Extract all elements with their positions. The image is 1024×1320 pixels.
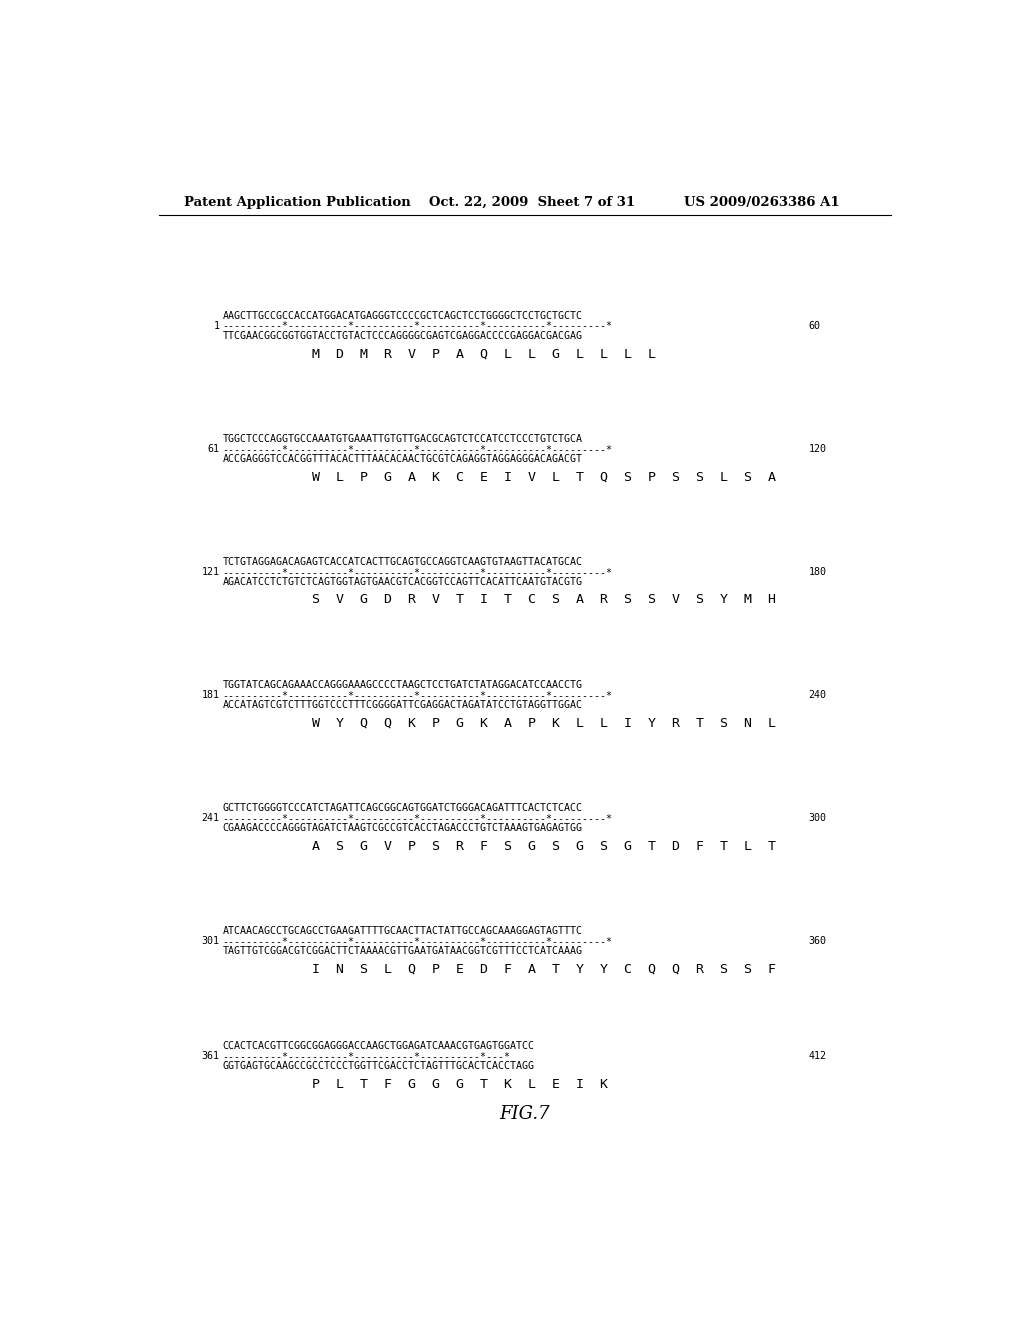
Text: ----------*----------*----------*----------*----------*---------*: ----------*----------*----------*-------… (222, 936, 612, 946)
Text: CCACTCACGTTCGGCGGAGGGACCAAGCTGGAGATCAAACGTGAGTGGATCC: CCACTCACGTTCGGCGGAGGGACCAAGCTGGAGATCAAAC… (222, 1041, 535, 1051)
Text: 1: 1 (213, 321, 219, 330)
Text: GGTGAGTGCAAGCCGCCTCCCTGGTTCGACCTCTAGTTTGCACTCACCTAGG: GGTGAGTGCAAGCCGCCTCCCTGGTTCGACCTCTAGTTTG… (222, 1061, 535, 1072)
Text: ----------*----------*----------*----------*----------*---------*: ----------*----------*----------*-------… (222, 568, 612, 577)
Text: TGGTATCAGCAGAAACCAGGGAAAGCCCCTAAGCTCCTGATCTATAGGACATCCAACCTG: TGGTATCAGCAGAAACCAGGGAAAGCCCCTAAGCTCCTGA… (222, 680, 583, 690)
Text: 120: 120 (809, 444, 826, 454)
Text: 361: 361 (202, 1051, 219, 1061)
Text: ACCGAGGGTCCACGGTTTACACTTTAACACAACTGCGTCAGAGGTAGGAGGGACAGACGT: ACCGAGGGTCCACGGTTTACACTTTAACACAACTGCGTCA… (222, 454, 583, 463)
Text: AAGCTTGCCGCCACCATGGACATGAGGGTCCCCGCTCAGCTCCTGGGGCTCCTGCTGCTC: AAGCTTGCCGCCACCATGGACATGAGGGTCCCCGCTCAGC… (222, 310, 583, 321)
Text: FIG.7: FIG.7 (500, 1105, 550, 1123)
Text: I  N  S  L  Q  P  E  D  F  A  T  Y  Y  C  Q  Q  R  S  S  F: I N S L Q P E D F A T Y Y C Q Q R S S F (311, 962, 775, 975)
Text: Oct. 22, 2009  Sheet 7 of 31: Oct. 22, 2009 Sheet 7 of 31 (429, 197, 635, 209)
Text: ACCATAGTCGTCTTTGGTCCCTTTCGGGGATTCGAGGACTAGATATCCTGTAGGTTGGAC: ACCATAGTCGTCTTTGGTCCCTTTCGGGGATTCGAGGACT… (222, 700, 583, 710)
Text: ----------*----------*----------*----------*----------*---------*: ----------*----------*----------*-------… (222, 813, 612, 824)
Text: AGACATCCTCTGTCTCAGTGGTAGTGAACGTCACGGTCCAGTTCACATTCAATGTACGTG: AGACATCCTCTGTCTCAGTGGTAGTGAACGTCACGGTCCA… (222, 577, 583, 587)
Text: ----------*----------*----------*----------*---*: ----------*----------*----------*-------… (222, 1051, 511, 1061)
Text: 60: 60 (809, 321, 820, 330)
Text: 61: 61 (208, 444, 219, 454)
Text: TGGCTCCCAGGTGCCAAATGTGAAATTGTGTTGACGCAGTCTCCATCCTCCCTGTCTGCA: TGGCTCCCAGGTGCCAAATGTGAAATTGTGTTGACGCAGT… (222, 434, 583, 444)
Text: TTCGAACGGCGGTGGTACCTGTACTCCCAGGGGCGAGTCGAGGACCCCGAGGACGACGAG: TTCGAACGGCGGTGGTACCTGTACTCCCAGGGGCGAGTCG… (222, 330, 583, 341)
Text: S  V  G  D  R  V  T  I  T  C  S  A  R  S  S  V  S  Y  M  H: S V G D R V T I T C S A R S S V S Y M H (311, 594, 775, 606)
Text: 412: 412 (809, 1051, 826, 1061)
Text: A  S  G  V  P  S  R  F  S  G  S  G  S  G  T  D  F  T  L  T: A S G V P S R F S G S G S G T D F T L T (311, 840, 775, 853)
Text: TCTGTAGGAGACAGAGTCACCATCACTTGCAGTGCCAGGTCAAGTGTAAGTTACATGCAC: TCTGTAGGAGACAGAGTCACCATCACTTGCAGTGCCAGGT… (222, 557, 583, 568)
Text: ----------*----------*----------*----------*----------*---------*: ----------*----------*----------*-------… (222, 321, 612, 330)
Text: W  L  P  G  A  K  C  E  I  V  L  T  Q  S  P  S  S  L  S  A: W L P G A K C E I V L T Q S P S S L S A (311, 470, 775, 483)
Text: 180: 180 (809, 568, 826, 577)
Text: ATCAACAGCCTGCAGCCTGAAGATTTTGCAACTTACTATTGCCAGCAAAGGAGTAGTTTC: ATCAACAGCCTGCAGCCTGAAGATTTTGCAACTTACTATT… (222, 925, 583, 936)
Text: 240: 240 (809, 690, 826, 700)
Text: 360: 360 (809, 936, 826, 946)
Text: TAGTTGTCGGACGTCGGACTTCTAAAACGTTGAATGATAACGGTCGTTTCCTCATCAAAG: TAGTTGTCGGACGTCGGACTTCTAAAACGTTGAATGATAA… (222, 946, 583, 956)
Text: Patent Application Publication: Patent Application Publication (183, 197, 411, 209)
Text: 300: 300 (809, 813, 826, 824)
Text: 301: 301 (202, 936, 219, 946)
Text: US 2009/0263386 A1: US 2009/0263386 A1 (684, 197, 840, 209)
Text: CGAAGACCCCAGGGTAGATCTAAGTCGCCGTCACCTAGACCCTGTCTAAAGTGAGAGTGG: CGAAGACCCCAGGGTAGATCTAAGTCGCCGTCACCTAGAC… (222, 824, 583, 833)
Text: GCTTCTGGGGTCCCATCTAGATTCAGCGGCAGTGGATCTGGGACAGATTTCACTCTCACC: GCTTCTGGGGTCCCATCTAGATTCAGCGGCAGTGGATCTG… (222, 804, 583, 813)
Text: M  D  M  R  V  P  A  Q  L  L  G  L  L  L  L: M D M R V P A Q L L G L L L L (311, 347, 655, 360)
Text: 121: 121 (202, 568, 219, 577)
Text: 181: 181 (202, 690, 219, 700)
Text: P  L  T  F  G  G  G  T  K  L  E  I  K: P L T F G G G T K L E I K (311, 1078, 607, 1090)
Text: ----------*----------*----------*----------*----------*---------*: ----------*----------*----------*-------… (222, 690, 612, 700)
Text: ----------*----------*----------*----------*----------*---------*: ----------*----------*----------*-------… (222, 444, 612, 454)
Text: W  Y  Q  Q  K  P  G  K  A  P  K  L  L  I  Y  R  T  S  N  L: W Y Q Q K P G K A P K L L I Y R T S N L (311, 717, 775, 730)
Text: 241: 241 (202, 813, 219, 824)
